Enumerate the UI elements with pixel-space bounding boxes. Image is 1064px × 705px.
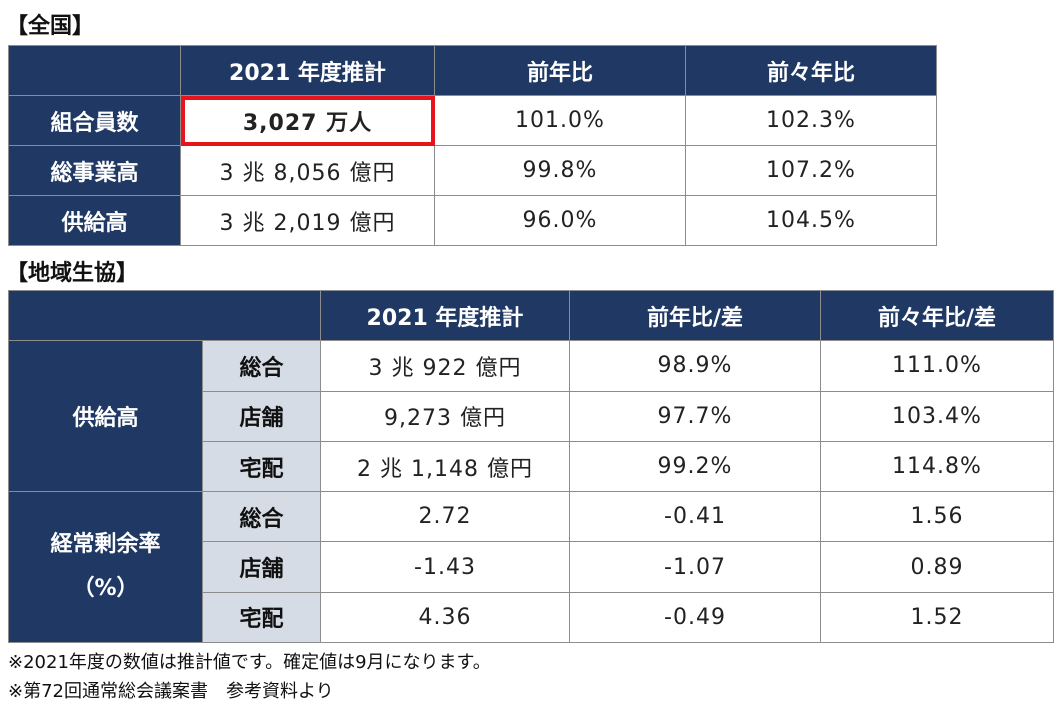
estimate-value: 3 兆 8,056 億円 bbox=[180, 145, 435, 196]
table-row: 経常剰余率 （%） 総合 2.72 -0.41 1.56 bbox=[8, 491, 1054, 644]
estimate-value: 4.36 bbox=[320, 591, 570, 644]
yoy2-value: 107.2% bbox=[685, 145, 937, 196]
yoy-value: 98.9% bbox=[569, 340, 821, 392]
table-row: 供給高 3 兆 2,019 億円 96.0% 104.5% bbox=[8, 195, 937, 246]
table-row: 供給高 総合 3 兆 922 億円 98.9% 111.0% bbox=[8, 340, 1054, 493]
row-label: 供給高 bbox=[8, 195, 181, 246]
header-blank bbox=[8, 289, 321, 342]
national-table: 2021 年度推計 前年比 前々年比 組合員数 3,027 万人 101.0% … bbox=[8, 45, 937, 246]
header-estimate: 2021 年度推計 bbox=[320, 289, 570, 342]
group-label-margin: 経常剰余率 （%） bbox=[8, 491, 203, 644]
yoy-value: 99.2% bbox=[569, 440, 821, 493]
yoy2-value: 0.89 bbox=[820, 541, 1054, 593]
estimate-value: 2 兆 1,148 億円 bbox=[320, 440, 570, 493]
estimate-value: -1.43 bbox=[320, 541, 570, 593]
header-yoy2: 前々年比 bbox=[685, 45, 937, 96]
regional-heading: 【地域生協】 bbox=[6, 261, 139, 286]
yoy-value: -1.07 bbox=[569, 541, 821, 593]
footnote: ※第72回通常総会議案書 参考資料より bbox=[8, 681, 334, 702]
table-row: 店舗 -1.43 -1.07 0.89 bbox=[9, 541, 1054, 593]
footnote: ※2021年度の数値は推計値です。確定値は9月になります。 bbox=[8, 652, 491, 673]
sub-label: 店舗 bbox=[202, 390, 321, 442]
table-row: 店舗 9,273 億円 97.7% 103.4% bbox=[9, 390, 1054, 442]
header-blank bbox=[8, 45, 181, 96]
yoy2-value: 103.4% bbox=[820, 390, 1054, 442]
sub-label: 宅配 bbox=[202, 440, 321, 493]
highlighted-members-value: 3,027 万人 bbox=[180, 95, 435, 146]
estimate-value: 9,273 億円 bbox=[320, 390, 570, 442]
national-heading: 【全国】 bbox=[6, 14, 95, 39]
yoy2-value: 104.5% bbox=[685, 195, 937, 246]
yoy2-value: 102.3% bbox=[685, 95, 937, 146]
estimate-value: 3 兆 2,019 億円 bbox=[180, 195, 435, 246]
sub-label: 総合 bbox=[202, 491, 321, 543]
table-row: 組合員数 3,027 万人 101.0% 102.3% bbox=[8, 95, 937, 146]
sub-label: 総合 bbox=[202, 340, 321, 392]
table-header-row: 2021 年度推計 前年比 前々年比 bbox=[8, 45, 937, 96]
yoy2-value: 111.0% bbox=[820, 340, 1054, 392]
yoy-value: 96.0% bbox=[434, 195, 686, 246]
table-header-row: 2021 年度推計 前年比/差 前々年比/差 bbox=[8, 289, 1054, 342]
yoy2-value: 1.52 bbox=[820, 591, 1054, 644]
header-yoy: 前年比 bbox=[434, 45, 686, 96]
margin-unit-label: （%） bbox=[72, 576, 139, 602]
row-label: 総事業高 bbox=[8, 145, 181, 196]
sub-label: 宅配 bbox=[202, 591, 321, 644]
yoy2-value: 1.56 bbox=[820, 491, 1054, 543]
yoy2-value: 114.8% bbox=[820, 440, 1054, 493]
regional-table: 2021 年度推計 前年比/差 前々年比/差 供給高 総合 3 兆 922 億円… bbox=[8, 289, 1054, 644]
estimate-value: 3 兆 922 億円 bbox=[320, 340, 570, 392]
row-label: 組合員数 bbox=[8, 95, 181, 146]
yoy-value: 99.8% bbox=[434, 145, 686, 196]
header-yoy2: 前々年比/差 bbox=[820, 289, 1054, 342]
table-row: 宅配 4.36 -0.49 1.52 bbox=[9, 591, 1054, 644]
yoy-value: -0.41 bbox=[569, 491, 821, 543]
table-row: 総事業高 3 兆 8,056 億円 99.8% 107.2% bbox=[8, 145, 937, 196]
estimate-value: 2.72 bbox=[320, 491, 570, 543]
yoy-value: 97.7% bbox=[569, 390, 821, 442]
header-yoy: 前年比/差 bbox=[569, 289, 821, 342]
table-row: 宅配 2 兆 1,148 億円 99.2% 114.8% bbox=[9, 440, 1054, 493]
margin-label: 経常剰余率 bbox=[50, 532, 161, 558]
yoy-value: 101.0% bbox=[434, 95, 686, 146]
sub-label: 店舗 bbox=[202, 541, 321, 593]
yoy-value: -0.49 bbox=[569, 591, 821, 644]
header-estimate: 2021 年度推計 bbox=[180, 45, 435, 96]
group-label-supply: 供給高 bbox=[8, 340, 203, 493]
